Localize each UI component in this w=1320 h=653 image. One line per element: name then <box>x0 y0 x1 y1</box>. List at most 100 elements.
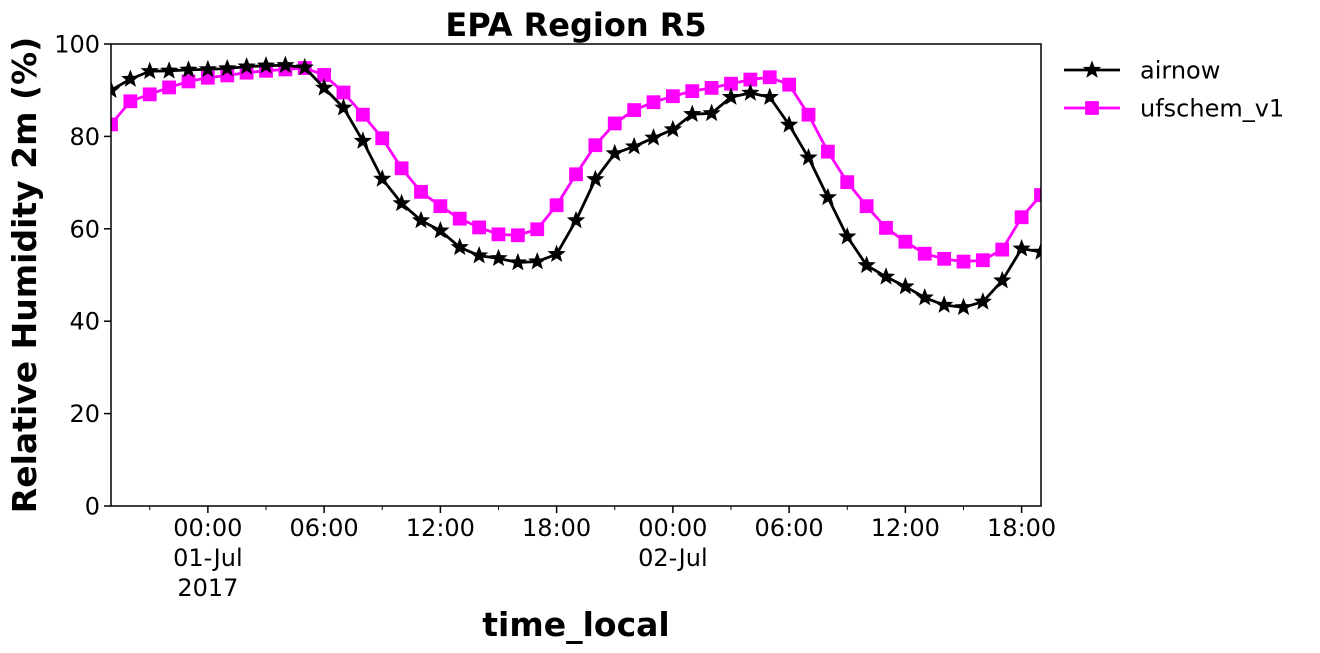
data-point-airnow <box>198 59 218 78</box>
x-tick-label: 12:00 <box>406 514 475 542</box>
data-point-airnow <box>799 148 818 166</box>
data-point-airnow <box>179 60 198 78</box>
data-point-ufschem_v1 <box>646 95 661 110</box>
data-point-airnow <box>111 80 121 98</box>
x-tick-label: 18:00 <box>987 514 1056 542</box>
data-point-airnow <box>702 103 721 122</box>
data-point-airnow <box>1031 242 1041 260</box>
data-point-ufschem_v1 <box>530 222 545 237</box>
data-point-ufschem_v1 <box>917 246 932 261</box>
data-point-airnow <box>818 187 838 206</box>
data-point-airnow <box>276 55 295 74</box>
data-point-ufschem_v1 <box>491 227 506 242</box>
data-point-airnow <box>218 58 237 77</box>
data-point-airnow <box>547 244 566 263</box>
data-point-ufschem_v1 <box>801 107 816 122</box>
data-point-ufschem_v1 <box>995 242 1010 257</box>
data-point-ufschem_v1 <box>336 85 351 100</box>
data-point-ufschem_v1 <box>375 131 390 146</box>
data-point-airnow <box>896 276 915 295</box>
data-point-airnow <box>683 104 702 123</box>
data-point-airnow <box>431 221 450 239</box>
data-point-airnow <box>295 57 314 76</box>
data-point-airnow <box>973 292 993 310</box>
data-point-ufschem_v1 <box>1014 210 1029 225</box>
legend-item-airnow: airnow <box>1064 57 1220 85</box>
data-point-airnow <box>392 193 411 212</box>
data-point-ufschem_v1 <box>433 199 448 214</box>
data-point-airnow <box>469 245 489 264</box>
data-point-airnow <box>566 210 586 229</box>
data-point-airnow <box>489 248 508 267</box>
data-point-ufschem_v1 <box>607 116 622 131</box>
x-tick-label: 06:00 <box>290 514 359 542</box>
data-point-ufschem_v1 <box>569 167 583 182</box>
plot-frame <box>110 43 1042 507</box>
data-point-ufschem_v1 <box>394 161 409 176</box>
data-point-airnow <box>741 83 760 101</box>
y-axis-label: Relative Humidity 2m (%) <box>5 37 44 513</box>
data-point-airnow <box>605 143 624 162</box>
data-point-ufschem_v1 <box>355 107 370 122</box>
legend-label: ufschem_v1 <box>1140 95 1284 123</box>
data-point-ufschem_v1 <box>975 253 990 268</box>
data-point-ufschem_v1 <box>879 220 893 235</box>
data-point-airnow <box>237 57 256 75</box>
x-tick-label: 02-Jul <box>638 544 708 572</box>
data-point-ufschem_v1 <box>181 74 196 89</box>
data-point-ufschem_v1 <box>762 70 777 85</box>
data-point-ufschem_v1 <box>859 199 874 214</box>
data-point-ufschem_v1 <box>685 84 700 99</box>
data-point-ufschem_v1 <box>162 80 177 95</box>
x-tick-label: 12:00 <box>871 514 940 542</box>
data-point-airnow <box>876 267 896 285</box>
data-point-airnow <box>954 297 973 316</box>
series-airnow <box>111 55 1041 316</box>
series-line-ufschem_v1 <box>111 66 1041 263</box>
data-point-airnow <box>663 119 683 138</box>
data-point-airnow <box>915 288 934 306</box>
data-point-airnow <box>450 237 469 256</box>
data-point-airnow <box>256 56 276 74</box>
data-point-airnow <box>934 295 954 313</box>
series-layer <box>111 55 1041 316</box>
data-point-ufschem_v1 <box>820 144 835 159</box>
x-tick-label: 2017 <box>177 574 238 602</box>
data-point-ufschem_v1 <box>414 184 428 199</box>
y-tick-label: 20 <box>69 400 100 428</box>
data-point-airnow <box>411 210 431 229</box>
data-point-airnow <box>314 78 334 96</box>
data-point-ufschem_v1 <box>472 220 487 235</box>
series-line-airnow <box>111 63 1041 309</box>
legend-label: airnow <box>1140 57 1220 85</box>
data-point-airnow <box>624 136 644 155</box>
chart-title: EPA Region R5 <box>445 6 706 44</box>
data-point-ufschem_v1 <box>840 175 855 190</box>
data-point-airnow <box>140 61 159 80</box>
data-point-ufschem_v1 <box>142 87 157 102</box>
data-point-ufschem_v1 <box>588 138 603 153</box>
y-tick-label: 100 <box>54 31 100 59</box>
y-axis: 0 20 40 60 80 100 <box>54 31 111 521</box>
y-tick-label: 80 <box>69 123 100 151</box>
data-point-ufschem_v1 <box>549 198 564 213</box>
data-point-airnow <box>857 255 876 274</box>
data-point-airnow <box>760 87 779 105</box>
x-tick-label: 00:00 <box>638 514 707 542</box>
data-point-ufschem_v1 <box>937 251 952 266</box>
y-tick-label: 40 <box>69 308 100 336</box>
data-point-ufschem_v1 <box>123 94 138 109</box>
data-point-ufschem_v1 <box>111 117 118 132</box>
data-point-ufschem_v1 <box>782 77 797 92</box>
data-point-ufschem_v1 <box>1034 188 1041 202</box>
x-tick-label: 01-Jul <box>173 544 243 572</box>
y-tick-label: 60 <box>69 215 100 243</box>
data-point-airnow <box>779 115 799 133</box>
data-point-ufschem_v1 <box>898 234 913 249</box>
data-point-airnow <box>353 131 373 149</box>
data-point-ufschem_v1 <box>956 254 971 269</box>
data-point-airnow <box>121 69 140 87</box>
data-point-airnow <box>993 270 1012 289</box>
